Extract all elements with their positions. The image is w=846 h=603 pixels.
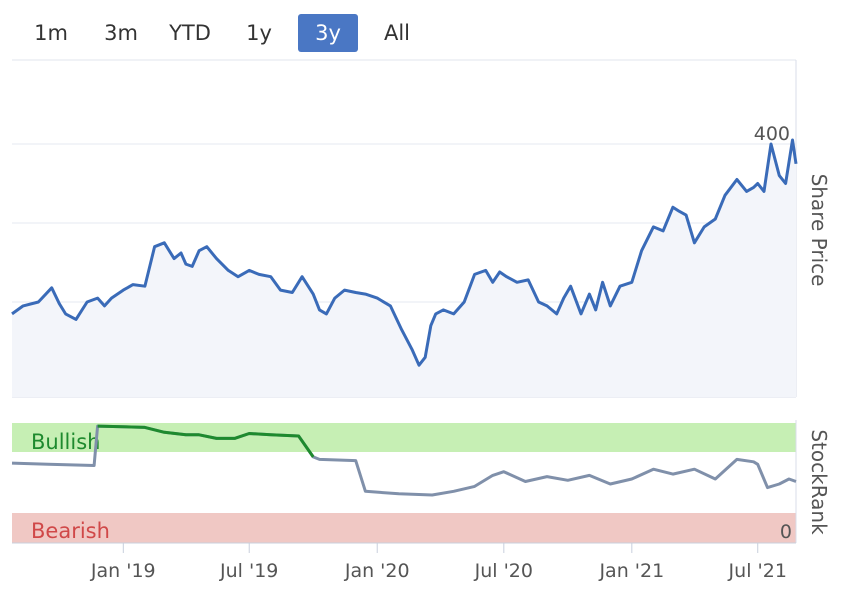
stockrank-bullish-segment bbox=[97, 424, 315, 458]
price-axis-title: Share Price bbox=[807, 174, 831, 287]
x-tick-label: Jan '21 bbox=[598, 560, 664, 582]
stockrank-axis-title: StockRank bbox=[807, 429, 831, 535]
price-line bbox=[11, 138, 798, 367]
price-area bbox=[12, 140, 796, 397]
range-button-1y[interactable]: 1y bbox=[246, 21, 272, 45]
bearish-label: Bearish bbox=[31, 519, 110, 543]
x-tick-label: Jul '19 bbox=[219, 560, 278, 582]
range-button-3m[interactable]: 3m bbox=[104, 21, 138, 45]
range-button-ytd[interactable]: YTD bbox=[169, 21, 211, 45]
x-tick-label: Jul '20 bbox=[474, 560, 533, 582]
x-tick-label: Jan '20 bbox=[344, 560, 410, 582]
stockrank-panel: Bullish Bearish 0 StockRank bbox=[11, 420, 831, 544]
range-button-all[interactable]: All bbox=[383, 21, 411, 45]
price-panel: 100200300400Share Price bbox=[11, 59, 831, 398]
x-tick-label: Jul '21 bbox=[728, 560, 787, 582]
stockrank-tick-label: 0 bbox=[780, 521, 792, 543]
range-selector: 1m 3m YTD 1y 3y All bbox=[0, 10, 846, 54]
x-axis: Jan '19 Jul '19 Jan '20 Jul '20 Jan '21 Jul '… bbox=[90, 543, 787, 582]
range-button-1m[interactable]: 1m bbox=[34, 21, 68, 45]
bullish-label: Bullish bbox=[31, 430, 100, 454]
x-tick-label: Jan '19 bbox=[90, 560, 156, 582]
price-tick-label: 400 bbox=[754, 123, 790, 145]
range-button-3y[interactable]: 3y bbox=[298, 14, 358, 52]
bearish-band bbox=[12, 513, 796, 543]
